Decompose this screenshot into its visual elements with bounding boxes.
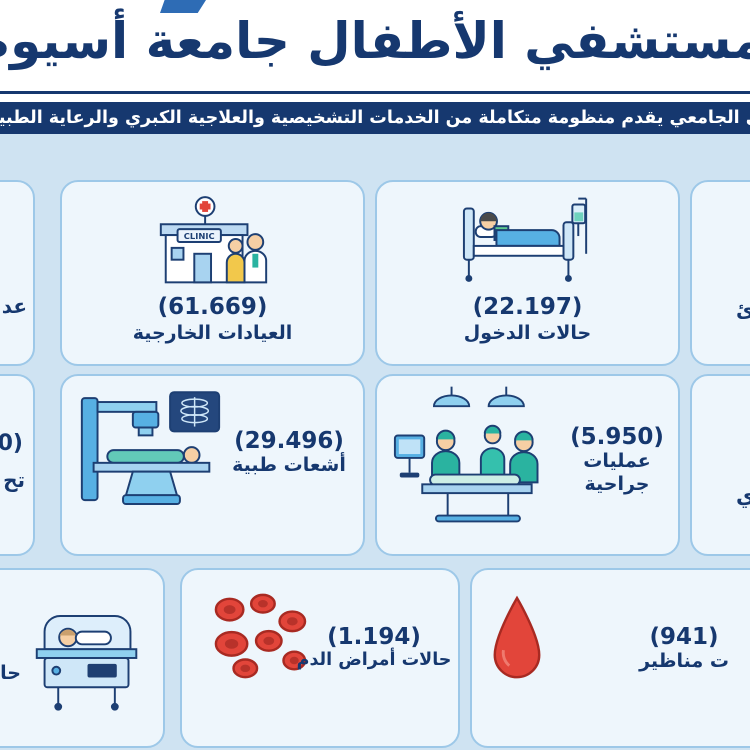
blood-diseases-text: (1.194) حالات أمراض الدم [292,624,456,671]
logo-fragment [160,0,206,13]
card-row2-right-partial: ي [690,374,750,556]
card-endoscopy: (941) ت مناظير [470,568,750,748]
blood-drop-icon [488,594,546,690]
card-row1-right-partial: ئ [690,180,750,366]
admissions-label: حالات الدخول [463,322,592,345]
row1-right-text-fragment: ئ [736,298,750,322]
radiology-label: أشعات طبية [232,454,346,477]
xray-machine-icon [74,388,226,525]
row1-left-text-fragment: عد [1,294,27,318]
row2-left-label-fragment: تح [3,468,25,492]
surgery-count: (5.950) [570,424,664,450]
row2-right-text-fragment: ي [736,484,750,508]
hospital-bed-icon [459,194,597,290]
card-admissions: (22.197) حالات الدخول [375,180,680,366]
surgery-label-line2: جراحية [584,473,650,496]
radiology-count: (29.496) [234,428,344,454]
blood-diseases-count: (1.194) [327,624,421,650]
surgery-label-line1: عمليات [583,450,651,473]
card-radiology: (29.496) أشعات طبية [60,374,365,556]
subtitle-text: ي الجامعي يقدم منظومة متكاملة من الخدمات… [0,108,750,128]
card-row1-left-partial: عد [0,180,35,366]
card-blood-diseases: (1.194) حالات أمراض الدم [180,568,460,748]
endoscopy-count: (941) [649,624,719,650]
operating-room-icon [391,386,559,530]
blood-cells-icon [206,590,312,688]
radiology-text: (29.496) أشعات طبية [225,428,353,477]
card-outpatient-clinics: CLINIC (61.669) العيادات الخارجية [60,180,365,366]
card-surgery: (5.950) عمليات جراحية [375,374,680,556]
header-divider [0,91,750,94]
endoscopy-label: ت مناظير [639,650,729,673]
row3-left-label-fragment: حالات [0,662,21,684]
blood-diseases-label: حالات أمراض الدم [296,650,452,671]
surgery-text: (5.950) عمليات جراحية [562,424,672,496]
outpatient-count: (61.669) [157,294,268,320]
card-row3-left-partial: حالات [0,568,165,748]
subtitle-banner: ي الجامعي يقدم منظومة متكاملة من الخدمات… [0,102,750,134]
page-title: مستشفي الأطفال جامعة أسيوط خلال [0,12,750,70]
outpatient-label: العيادات الخارجية [132,322,293,345]
baby-incubator-icon [27,598,149,720]
card-row2-left-partial: 0) تح [0,374,35,556]
header [0,0,750,102]
row2-left-value-fragment: 0) [0,431,23,456]
clinic-building-icon: CLINIC [149,194,277,290]
clinic-sign-text: CLINIC [183,231,214,241]
endoscopy-text: (941) ت مناظير [604,624,750,673]
admissions-count: (22.197) [472,294,583,320]
